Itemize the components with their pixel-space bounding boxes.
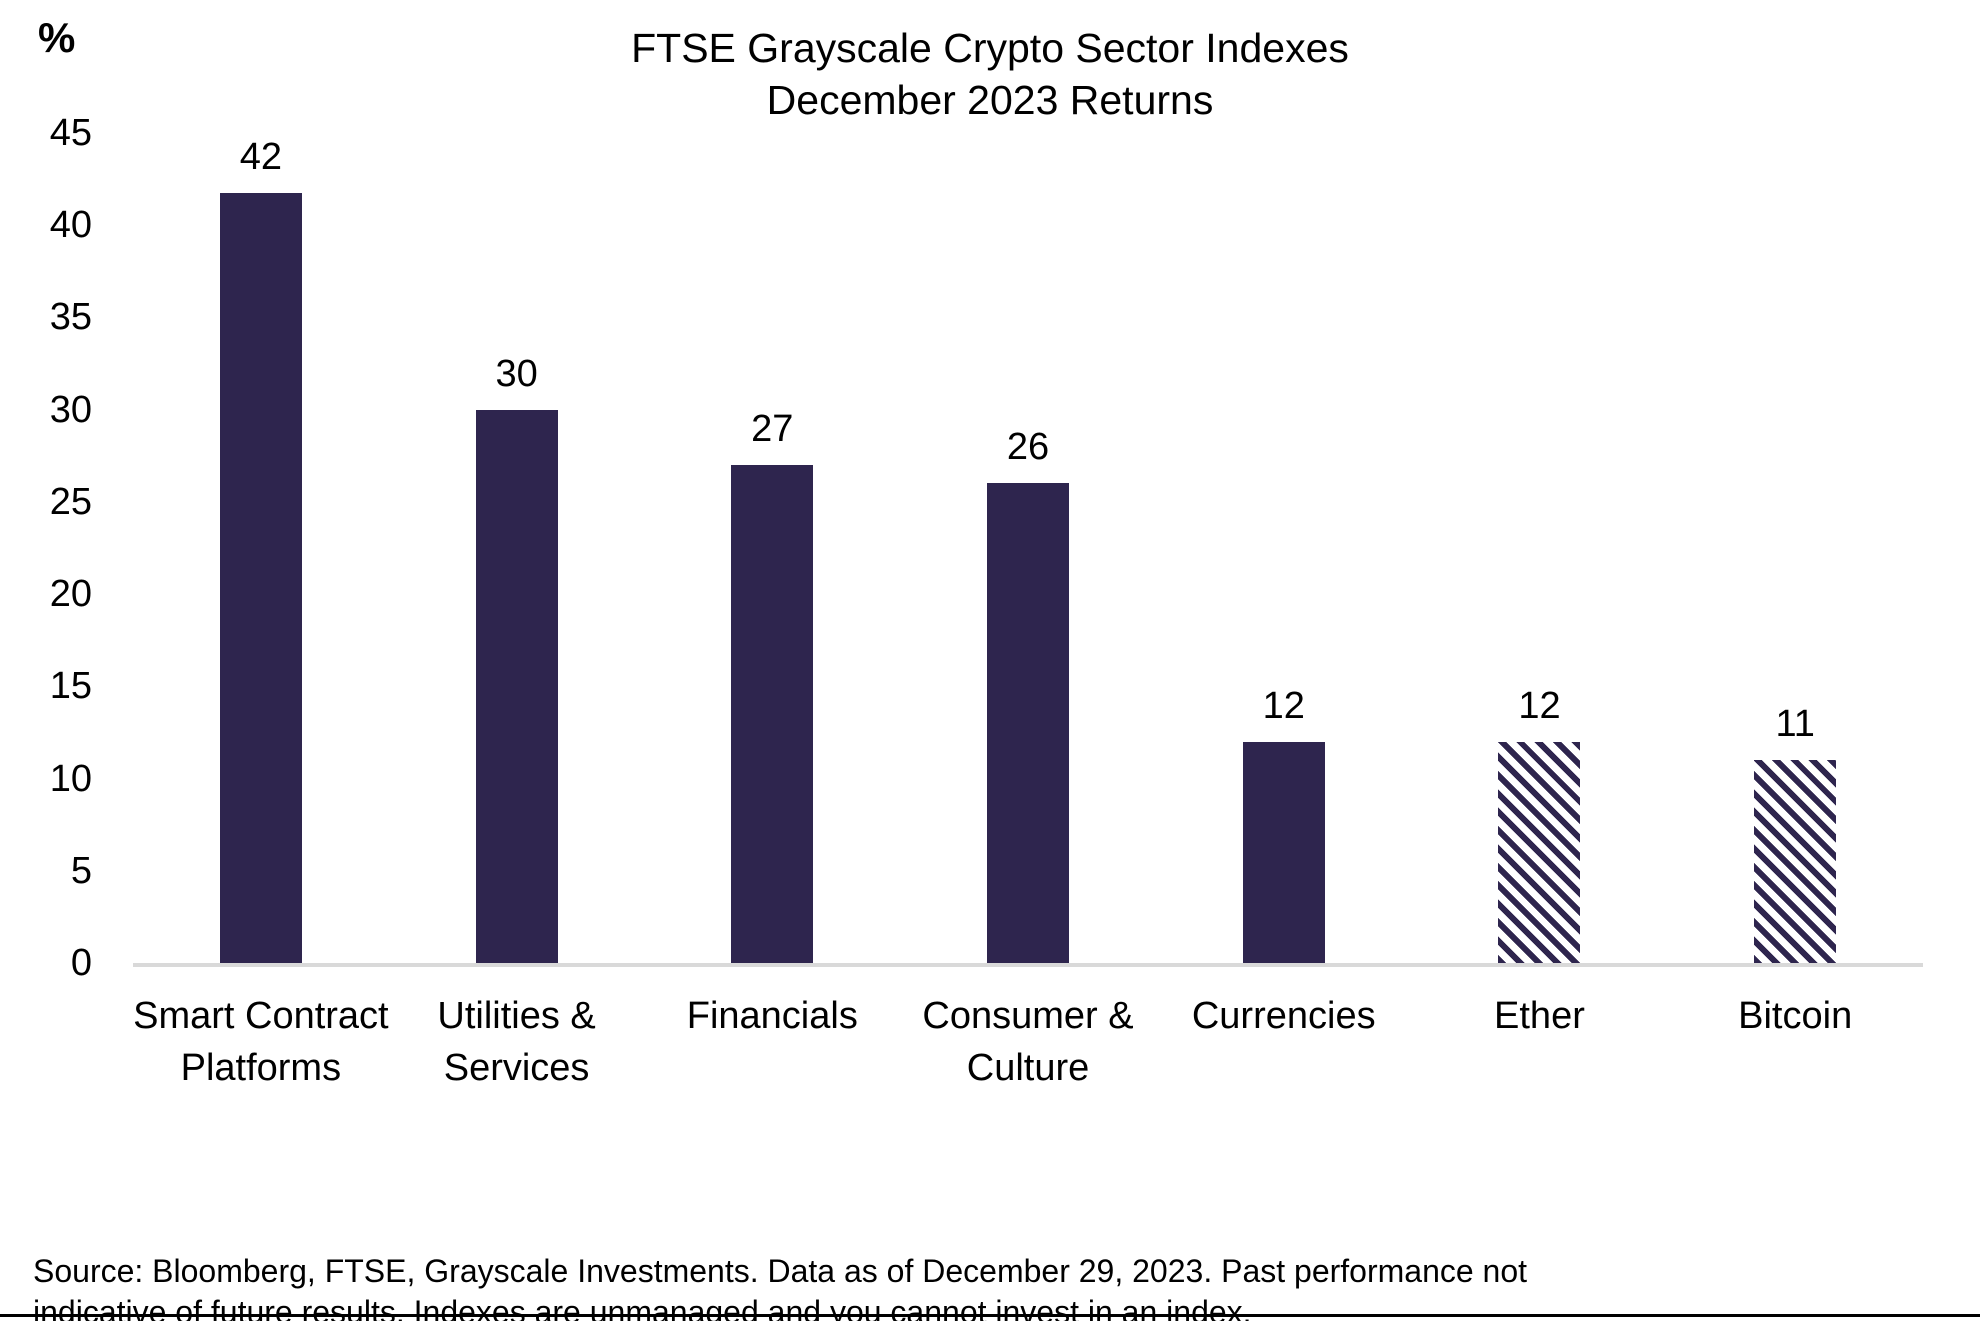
bar-value-label: 30	[495, 353, 538, 395]
x-axis-category-label: Smart Contract Platforms	[133, 995, 389, 1089]
bar-value-label: 26	[1006, 426, 1050, 468]
bar-value-label: 11	[1775, 703, 1815, 745]
y-tick-label: 20	[49, 573, 92, 616]
x-axis-category-label: Bitcoin	[1738, 995, 1853, 1037]
y-tick-label: 40	[49, 204, 92, 247]
y-tick-label: 15	[49, 665, 92, 708]
y-tick-label: 35	[49, 296, 92, 339]
y-tick-label: 45	[49, 112, 92, 154]
x-axis-category-label: Utilities & Services	[437, 995, 596, 1089]
x-axis-category-label: Consumer & Culture	[922, 995, 1134, 1089]
y-tick-label: 10	[49, 757, 92, 800]
bar-currencies	[1242, 742, 1325, 963]
bottom-border-rule	[0, 1314, 1980, 1317]
x-axis-category-label: Currencies	[1191, 995, 1376, 1037]
bar-consumer-culture	[987, 483, 1070, 963]
bar-slot: 12	[1156, 133, 1412, 963]
bar-value-label: 12	[1518, 685, 1561, 727]
bar-slot: 27	[644, 133, 900, 963]
bar-utilities-services	[475, 410, 558, 963]
x-axis-category-label: Ether	[1494, 995, 1585, 1037]
y-tick-label: 5	[70, 849, 92, 892]
x-axis-line	[133, 963, 1923, 967]
source-note: Source: Bloomberg, FTSE, Grayscale Inves…	[33, 1253, 1528, 1321]
x-axis-category-label: Financials	[686, 995, 858, 1037]
bar-ether	[1498, 742, 1581, 963]
bar-slot: 42	[133, 133, 389, 963]
bar-smart-contract-platforms	[219, 193, 302, 963]
bars-plot-area: 42 30 27 26 12 12 11	[133, 133, 1923, 963]
bar-value-label: 12	[1262, 685, 1305, 727]
y-axis-unit-label: %	[38, 14, 76, 61]
bar-value-label: 42	[239, 136, 282, 178]
chart-title: FTSE Grayscale Crypto Sector Indexes Dec…	[390, 22, 1590, 126]
y-tick-label: 0	[70, 942, 92, 984]
bar-financials	[731, 465, 814, 963]
y-tick-label: 25	[49, 480, 92, 523]
chart-title-line1: FTSE Grayscale Crypto Sector Indexes	[631, 25, 1349, 71]
bar-slot: 26	[900, 133, 1156, 963]
chart-title-line2: December 2023 Returns	[766, 77, 1214, 123]
bar-slot: 11	[1667, 133, 1923, 963]
bar-bitcoin	[1754, 760, 1837, 963]
bar-slot: 12	[1412, 133, 1668, 963]
bar-value-label: 27	[751, 408, 794, 450]
bar-slot: 30	[389, 133, 645, 963]
y-tick-label: 30	[49, 388, 92, 431]
x-axis-category-labels: Smart Contract Platforms Utilities & Serv…	[133, 990, 1923, 1094]
